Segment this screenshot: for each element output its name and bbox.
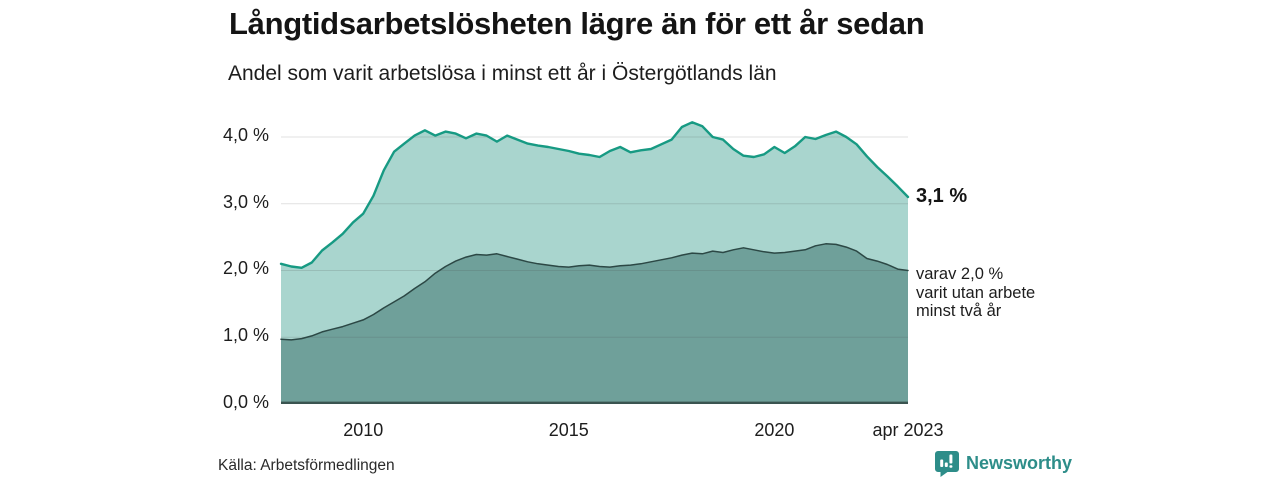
brand-name: Newsworthy xyxy=(966,453,1073,473)
x-axis-tick-label: 2010 xyxy=(343,420,384,440)
source-text: Källa: Arbetsförmedlingen xyxy=(218,457,395,474)
area-fill-series-1 xyxy=(281,243,908,404)
newsworthy-logo-icon xyxy=(935,451,959,477)
annotation-line: minst två år xyxy=(916,302,1002,320)
y-axis-tick-label: 3,0 % xyxy=(222,191,269,212)
series-secondary-annotation: varav 2,0 % varit utan arbete minst två … xyxy=(916,265,1035,321)
unemployment-area-chart xyxy=(279,121,910,405)
line-series-0 xyxy=(279,121,910,270)
brand-logo: Newsworthy xyxy=(934,450,1072,477)
annotation-line: varav 2,0 % xyxy=(916,265,1004,283)
y-axis-tick-label: 0,0 % xyxy=(222,392,269,412)
series-end-value-label: 3,1 % xyxy=(916,185,968,207)
annotation-line: varit utan arbete xyxy=(916,283,1036,302)
y-axis-tick-label: 2,0 % xyxy=(222,258,269,279)
line-series-1 xyxy=(280,243,909,341)
y-axis-tick-label: 4,0 % xyxy=(222,124,269,145)
x-axis-tick-label: 2020 xyxy=(754,420,795,440)
y-axis-tick-label: 1,0 % xyxy=(222,325,269,346)
page-subtitle: Andel som varit arbetslösa i minst ett å… xyxy=(228,62,777,85)
x-axis-tick-label: apr 2023 xyxy=(872,420,944,440)
x-axis-tick-label: 2015 xyxy=(548,420,589,440)
page-title: Långtidsarbetslösheten lägre än för ett … xyxy=(229,6,925,41)
